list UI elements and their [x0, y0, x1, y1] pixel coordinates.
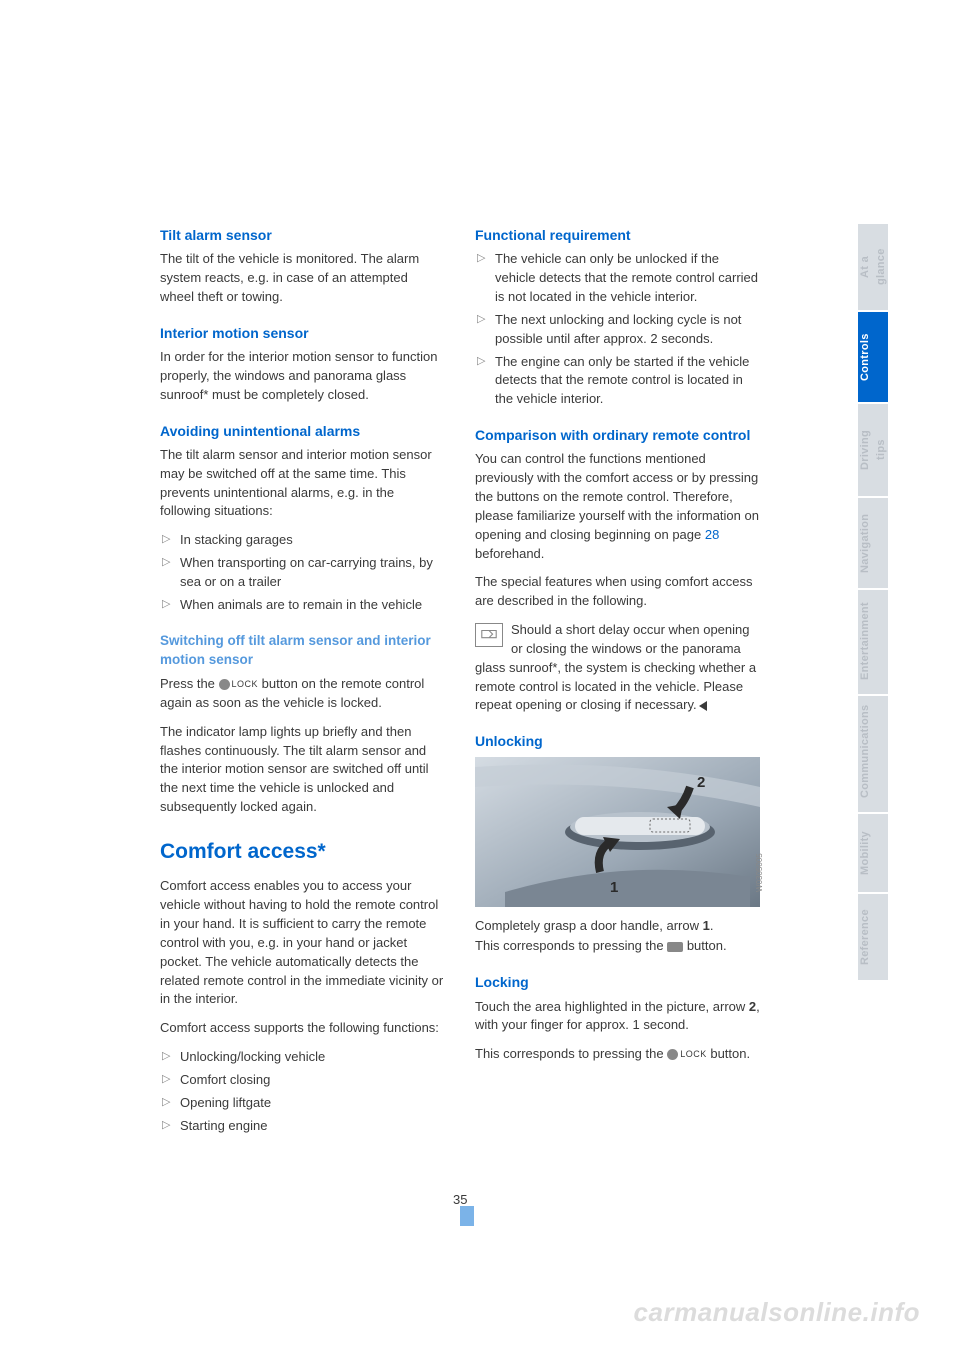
list-comfort-functions: Unlocking/locking vehicle Comfort closin… — [160, 1048, 445, 1135]
section-avoiding-alarms: Avoiding unintentional alarms The tilt a… — [160, 421, 445, 615]
list-item: When animals are to remain in the vehicl… — [160, 596, 445, 615]
section-functional-req: Functional requirement The vehicle can o… — [475, 225, 760, 409]
list-item: The engine can only be started if the ve… — [475, 353, 760, 410]
tab-navigation[interactable]: Navigation — [858, 496, 888, 588]
section-unlocking: Unlocking — [475, 731, 760, 956]
page-reference-link[interactable]: 28 — [705, 527, 719, 542]
end-mark-icon — [699, 701, 707, 711]
note-icon — [475, 623, 503, 647]
body-comfort-1: Comfort access enables you to access you… — [160, 877, 445, 1009]
note-comparison: Should a short delay occur when opening … — [475, 621, 760, 715]
list-item: Opening liftgate — [160, 1094, 445, 1113]
heading-functional-req: Functional requirement — [475, 225, 760, 245]
tab-entertainment[interactable]: Entertainment — [858, 588, 888, 694]
note-text: Should a short delay occur when opening … — [475, 622, 756, 712]
section-tilt-alarm: Tilt alarm sensor The tilt of the vehicl… — [160, 225, 445, 307]
text-fragment: . — [710, 918, 714, 933]
heading-interior-motion: Interior motion sensor — [160, 323, 445, 343]
text-fragment: button. — [707, 1046, 750, 1061]
tab-reference[interactable]: Reference — [858, 892, 888, 980]
section-switching-off: Switching off tilt alarm sensor and inte… — [160, 631, 445, 817]
tab-mobility[interactable]: Mobility — [858, 812, 888, 892]
list-item: The vehicle can only be unlocked if the … — [475, 250, 760, 307]
text-fragment: Completely grasp a door handle, arrow — [475, 918, 703, 933]
tab-driving-tips[interactable]: Driving tips — [858, 402, 888, 496]
list-functional-req: The vehicle can only be unlocked if the … — [475, 250, 760, 409]
heading-switching-off: Switching off tilt alarm sensor and inte… — [160, 631, 445, 670]
content-area: Tilt alarm sensor The tilt of the vehicl… — [160, 225, 760, 1151]
tab-communications[interactable]: Communications — [858, 694, 888, 812]
lock-label: LOCK — [680, 1049, 707, 1059]
text-fragment: Touch the area highlighted in the pictur… — [475, 999, 749, 1014]
list-item: The next unlocking and locking cycle is … — [475, 311, 760, 349]
text-fragment: This corresponds to pressing the — [475, 938, 667, 953]
text-fragment: This corresponds to pressing the — [475, 1046, 667, 1061]
body-tilt-alarm: The tilt of the vehicle is monitored. Th… — [160, 250, 445, 307]
tab-at-a-glance[interactable]: At a glance — [858, 222, 888, 310]
body-unlocking-2: This corresponds to pressing the button. — [475, 937, 760, 956]
sidebar-tabs: At a glance Controls Driving tips Naviga… — [858, 222, 888, 980]
image-code: W0305005 — [754, 853, 766, 892]
body-locking-2: This corresponds to pressing the LOCK bu… — [475, 1045, 760, 1064]
svg-text:2: 2 — [697, 774, 705, 791]
lock-icon: LOCK — [219, 675, 259, 694]
body-avoiding-alarms: The tilt alarm sensor and interior motio… — [160, 446, 445, 521]
heading-comfort-access: Comfort access* — [160, 837, 445, 867]
heading-unlocking: Unlocking — [475, 731, 760, 751]
list-avoiding-alarms: In stacking garages When transporting on… — [160, 531, 445, 614]
text-fragment: beforehand. — [475, 546, 544, 561]
body-comparison-2: The special features when using comfort … — [475, 573, 760, 611]
text-fragment: button. — [683, 938, 726, 953]
car-unlock-icon — [667, 942, 683, 952]
door-handle-diagram: 1 2 W0305005 — [475, 757, 760, 907]
section-comparison: Comparison with ordinary remote control … — [475, 425, 760, 715]
lock-label: LOCK — [232, 679, 259, 689]
left-column: Tilt alarm sensor The tilt of the vehicl… — [160, 225, 445, 1151]
section-interior-motion: Interior motion sensor In order for the … — [160, 323, 445, 405]
heading-avoiding-alarms: Avoiding unintentional alarms — [160, 421, 445, 441]
section-locking: Locking Touch the area highlighted in th… — [475, 972, 760, 1064]
body-switching-off-2: The indicator lamp lights up briefly and… — [160, 723, 445, 817]
heading-tilt-alarm: Tilt alarm sensor — [160, 225, 445, 245]
heading-locking: Locking — [475, 972, 760, 992]
list-item: Comfort closing — [160, 1071, 445, 1090]
lock-icon: LOCK — [667, 1045, 707, 1064]
page-marker — [460, 1206, 474, 1226]
tab-controls[interactable]: Controls — [858, 310, 888, 402]
section-comfort-access: Comfort access* Comfort access enables y… — [160, 837, 445, 1136]
body-locking-1: Touch the area highlighted in the pictur… — [475, 998, 760, 1036]
svg-text:1: 1 — [610, 879, 618, 896]
body-comfort-2: Comfort access supports the following fu… — [160, 1019, 445, 1038]
list-item: Starting engine — [160, 1117, 445, 1136]
right-column: Functional requirement The vehicle can o… — [475, 225, 760, 1151]
list-item: In stacking garages — [160, 531, 445, 550]
list-item: Unlocking/locking vehicle — [160, 1048, 445, 1067]
arrow-ref: 1 — [703, 918, 710, 933]
heading-comparison: Comparison with ordinary remote control — [475, 425, 760, 445]
watermark: carmanualsonline.info — [634, 1294, 920, 1332]
body-comparison-1: You can control the functions mentioned … — [475, 450, 760, 563]
body-switching-off-1: Press the LOCK button on the remote cont… — [160, 675, 445, 713]
body-interior-motion: In order for the interior motion sensor … — [160, 348, 445, 405]
list-item: When transporting on car-carrying trains… — [160, 554, 445, 592]
text-fragment: Press the — [160, 676, 219, 691]
body-unlocking-1: Completely grasp a door handle, arrow 1. — [475, 917, 760, 936]
